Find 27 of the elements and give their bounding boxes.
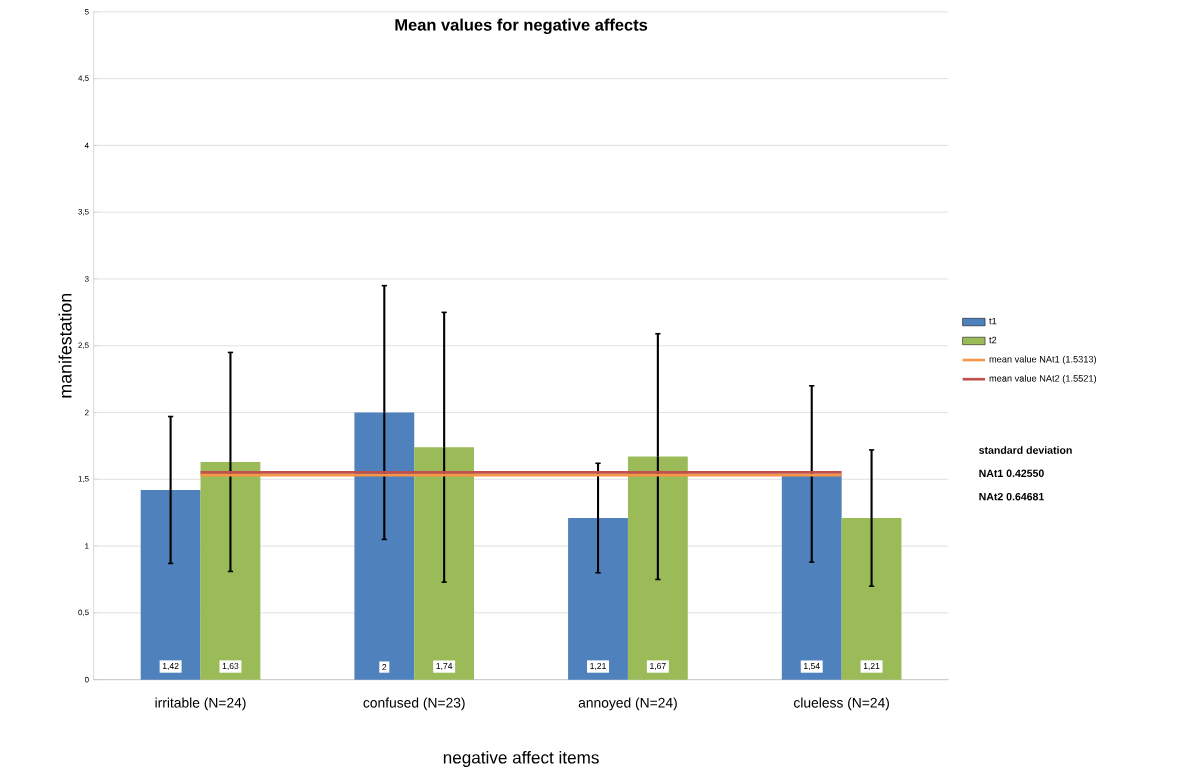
- data-label: 1,74: [436, 663, 453, 671]
- x-tick-label: irritable (N=24): [155, 697, 246, 711]
- data-label: 2: [382, 664, 387, 671]
- x-tick-label: clueless (N=24): [793, 697, 889, 711]
- legend-label: mean value NAt2 (1.5521): [989, 375, 1097, 384]
- data-label: 1,21: [863, 663, 880, 671]
- legend-label: mean value NAt1 (1.5313): [989, 355, 1097, 365]
- x-tick-label: annoyed (N=24): [578, 697, 677, 711]
- bar: [140, 490, 201, 680]
- x-tick-label: confused (N=23): [363, 697, 465, 711]
- data-label: 1,67: [650, 663, 666, 671]
- data-label: 1,63: [222, 663, 239, 671]
- data-label: 1,21: [590, 663, 606, 671]
- y-axis-title: manifestation: [58, 294, 72, 398]
- x-axis-title: negative affect items: [443, 751, 599, 768]
- data-label: 1,54: [804, 663, 820, 671]
- bar: [354, 412, 415, 680]
- bar: [568, 518, 628, 680]
- chart-title: Mean values for negative affects: [395, 18, 648, 35]
- bar: [781, 474, 842, 680]
- bar: [841, 518, 902, 680]
- legend-label: t2: [989, 337, 997, 344]
- data-label: 1,42: [162, 663, 179, 671]
- text: standard deviation: [979, 446, 1072, 455]
- text: NAt2 0.64681: [979, 493, 1044, 501]
- text: NAt1 0.42550: [979, 469, 1044, 478]
- legend-label: t1: [989, 318, 997, 325]
